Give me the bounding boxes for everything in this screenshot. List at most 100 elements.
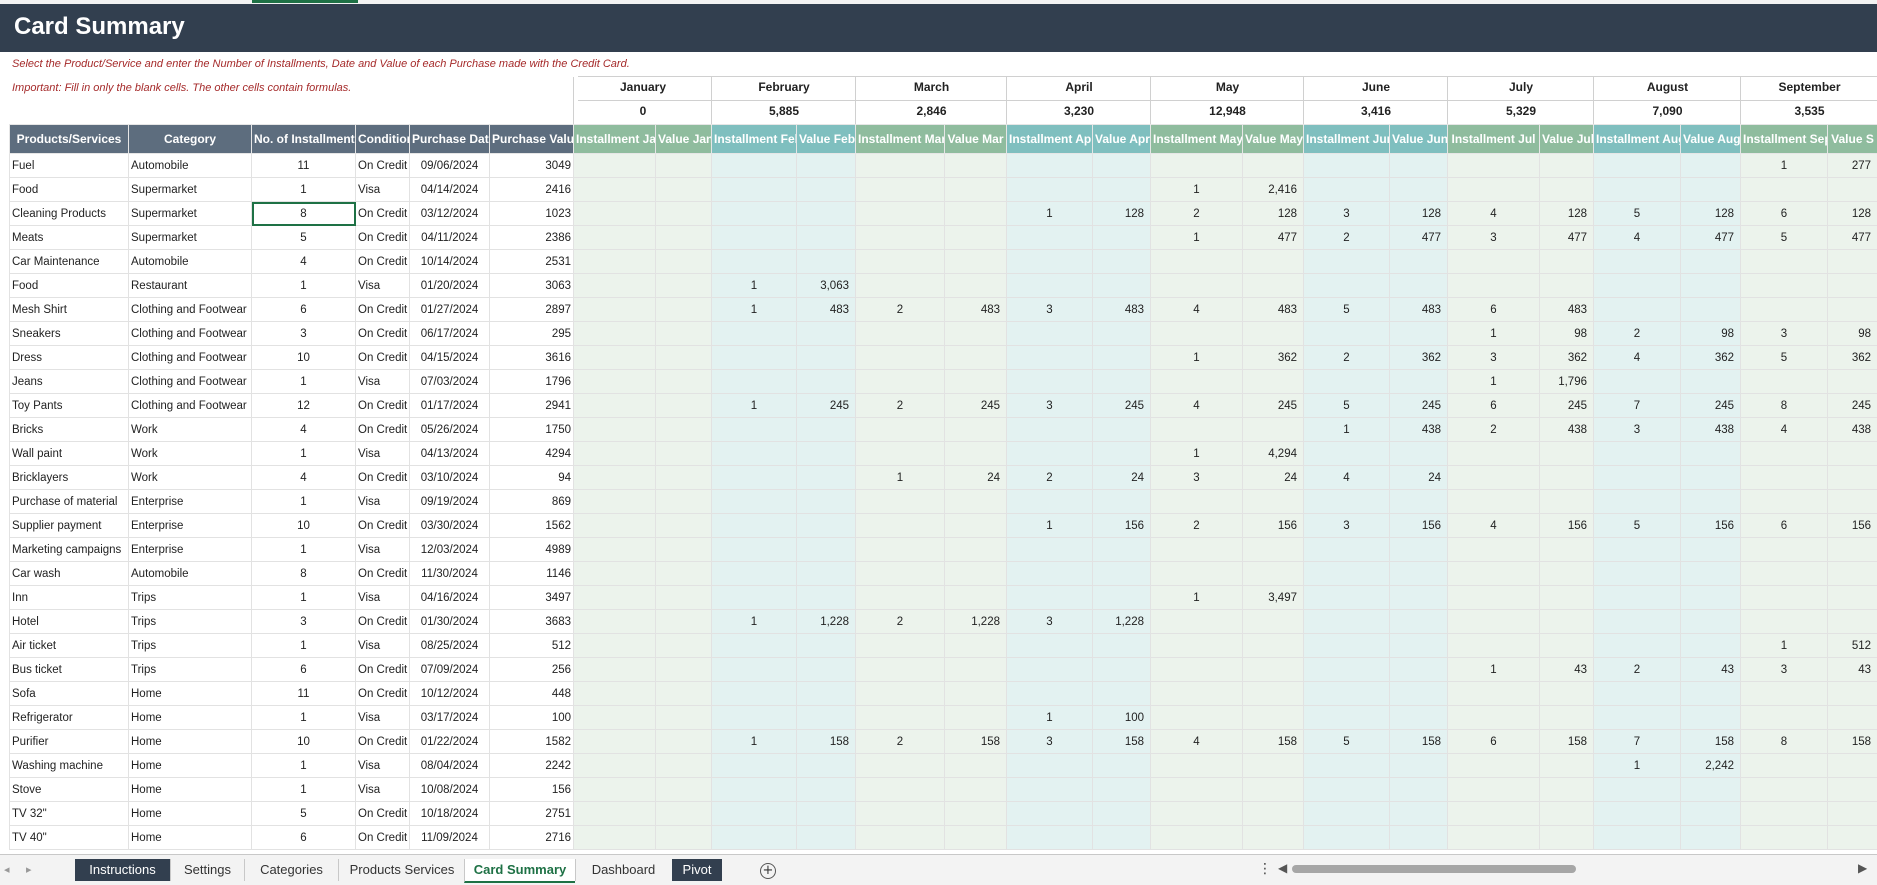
cell[interactable] <box>855 585 945 610</box>
cell[interactable] <box>855 561 945 586</box>
cell[interactable] <box>573 585 656 610</box>
cell[interactable] <box>1389 825 1448 850</box>
cell[interactable] <box>1389 609 1448 634</box>
cell[interactable]: 01/27/2024 <box>409 297 490 322</box>
cell[interactable] <box>1092 369 1151 394</box>
cell[interactable]: 5 <box>1593 201 1681 226</box>
cell[interactable]: 3 <box>1593 417 1681 442</box>
cell[interactable] <box>1150 417 1243 442</box>
cell[interactable]: 10 <box>251 729 356 754</box>
cell[interactable]: 03/10/2024 <box>409 465 490 490</box>
cell[interactable] <box>1740 585 1828 610</box>
cell[interactable]: 156 <box>1539 513 1594 538</box>
cell[interactable]: 128 <box>1539 201 1594 226</box>
column-header[interactable]: Installment May <box>1150 124 1243 154</box>
cell[interactable] <box>573 489 656 514</box>
cell[interactable]: 2 <box>855 729 945 754</box>
cell[interactable] <box>1593 489 1681 514</box>
cell[interactable] <box>573 369 656 394</box>
cell[interactable] <box>573 441 656 466</box>
scrollbar-thumb[interactable] <box>1292 865 1576 873</box>
cell[interactable] <box>1593 801 1681 826</box>
cell[interactable] <box>655 489 712 514</box>
cell[interactable] <box>1092 585 1151 610</box>
cell[interactable] <box>1242 561 1304 586</box>
cell[interactable]: Clothing and Footwear <box>128 297 252 322</box>
cell[interactable] <box>1827 801 1877 826</box>
cell[interactable] <box>1740 273 1828 298</box>
more-options-icon[interactable]: ⋮ <box>1258 861 1272 877</box>
cell[interactable] <box>1242 321 1304 346</box>
cell[interactable]: 1 <box>711 393 797 418</box>
cell[interactable] <box>711 753 797 778</box>
cell[interactable]: 7 <box>1593 729 1681 754</box>
cell[interactable]: 1 <box>1303 417 1390 442</box>
cell[interactable]: 158 <box>796 729 856 754</box>
cell[interactable]: 1 <box>1006 705 1093 730</box>
cell[interactable] <box>655 201 712 226</box>
cell[interactable]: 11/09/2024 <box>409 825 490 850</box>
cell[interactable] <box>655 777 712 802</box>
cell[interactable]: 4989 <box>489 537 574 562</box>
cell[interactable] <box>1242 249 1304 274</box>
cell[interactable] <box>1447 153 1540 178</box>
cell[interactable] <box>1680 249 1741 274</box>
cell[interactable]: 1 <box>251 369 356 394</box>
column-header[interactable]: Purchase Date <box>409 124 490 154</box>
cell[interactable]: 256 <box>489 657 574 682</box>
sheet-tab-settings[interactable]: Settings <box>170 859 244 881</box>
cell[interactable]: 3 <box>1740 657 1828 682</box>
cell[interactable]: 483 <box>1092 297 1151 322</box>
cell[interactable]: Home <box>128 753 252 778</box>
cell[interactable] <box>1539 825 1594 850</box>
cell[interactable]: Fuel <box>9 153 129 178</box>
cell[interactable]: 1 <box>251 753 356 778</box>
cell[interactable] <box>1539 177 1594 202</box>
cell[interactable] <box>1389 177 1448 202</box>
cell[interactable] <box>1150 321 1243 346</box>
cell[interactable] <box>655 465 712 490</box>
cell[interactable] <box>1303 153 1390 178</box>
cell[interactable] <box>1006 801 1093 826</box>
cell[interactable]: 2386 <box>489 225 574 250</box>
cell[interactable] <box>1389 657 1448 682</box>
cell[interactable] <box>1092 753 1151 778</box>
cell[interactable]: 04/15/2024 <box>409 345 490 370</box>
cell[interactable] <box>1303 177 1390 202</box>
cell[interactable] <box>711 537 797 562</box>
cell[interactable] <box>655 249 712 274</box>
cell[interactable] <box>855 249 945 274</box>
cell[interactable] <box>1740 465 1828 490</box>
cell[interactable] <box>1827 441 1877 466</box>
column-header[interactable]: Value Jun <box>1389 124 1448 154</box>
cell[interactable]: 3683 <box>489 609 574 634</box>
cell[interactable] <box>1006 489 1093 514</box>
cell[interactable] <box>1827 177 1877 202</box>
cell[interactable] <box>796 633 856 658</box>
cell[interactable]: 3 <box>1447 345 1540 370</box>
cell[interactable] <box>711 681 797 706</box>
cell[interactable] <box>1006 537 1093 562</box>
cell[interactable] <box>796 417 856 442</box>
cell[interactable] <box>855 201 945 226</box>
cell[interactable]: Visa <box>355 369 410 394</box>
cell[interactable]: 1582 <box>489 729 574 754</box>
cell[interactable]: Work <box>128 441 252 466</box>
cell[interactable] <box>711 777 797 802</box>
cell[interactable] <box>944 225 1007 250</box>
cell[interactable] <box>1740 249 1828 274</box>
cell[interactable]: 01/20/2024 <box>409 273 490 298</box>
cell[interactable]: Visa <box>355 777 410 802</box>
cell[interactable]: 3063 <box>489 273 574 298</box>
cell[interactable] <box>1680 801 1741 826</box>
cell[interactable] <box>1092 537 1151 562</box>
cell[interactable]: 24 <box>1389 465 1448 490</box>
cell[interactable]: 158 <box>944 729 1007 754</box>
cell[interactable] <box>655 273 712 298</box>
cell[interactable]: 477 <box>1389 225 1448 250</box>
column-header[interactable]: Installment Apr <box>1006 124 1093 154</box>
cell[interactable] <box>1680 585 1741 610</box>
cell[interactable]: 04/11/2024 <box>409 225 490 250</box>
cell[interactable] <box>1827 753 1877 778</box>
cell[interactable]: 362 <box>1389 345 1448 370</box>
